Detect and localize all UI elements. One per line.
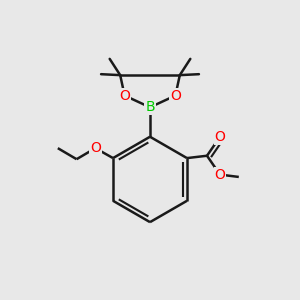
Text: O: O — [90, 141, 101, 155]
Text: O: O — [214, 130, 225, 144]
Text: B: B — [145, 100, 155, 114]
Text: O: O — [170, 88, 181, 103]
Text: O: O — [214, 168, 225, 182]
Text: O: O — [119, 88, 130, 103]
